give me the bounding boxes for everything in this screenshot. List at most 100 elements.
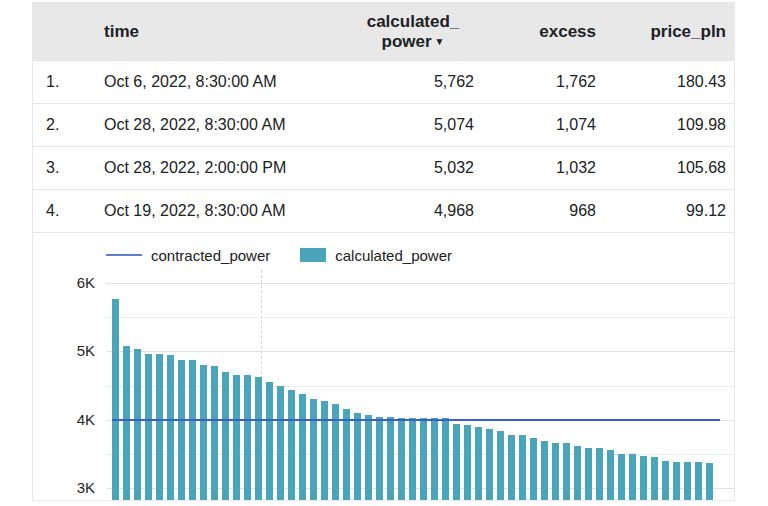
bar[interactable]	[651, 457, 658, 501]
bar[interactable]	[266, 382, 273, 501]
cell-excess: 1,032	[474, 159, 596, 177]
bar[interactable]	[486, 429, 493, 502]
bar[interactable]	[387, 417, 394, 501]
bar[interactable]	[123, 346, 130, 501]
bar[interactable]	[519, 435, 526, 501]
bar[interactable]	[585, 448, 592, 501]
bar[interactable]	[442, 418, 449, 501]
bar[interactable]	[475, 427, 482, 501]
bar[interactable]	[497, 431, 504, 502]
y-axis-tick-label: 6K	[33, 274, 95, 291]
chart-legend: contracted_power calculated_power	[106, 243, 452, 267]
cell-time: Oct 19, 2022, 8:30:00 AM	[75, 202, 352, 220]
bar-series-calculated-power	[112, 270, 720, 500]
legend-label: calculated_power	[335, 247, 452, 264]
y-axis-tick-label: 5K	[33, 342, 95, 359]
table-row: 1.Oct 6, 2022, 8:30:00 AM5,7621,762180.4…	[33, 61, 734, 104]
bar-chart-plot-area[interactable]: 6K 5K 4K 3K	[33, 270, 734, 501]
table-row: 3.Oct 28, 2022, 2:00:00 PM5,0321,032105.…	[33, 147, 734, 190]
bar[interactable]	[310, 399, 317, 501]
column-header-time[interactable]: time	[75, 22, 352, 42]
sort-desc-icon: ▼	[435, 36, 445, 47]
row-number: 2.	[33, 116, 75, 134]
row-number: 1.	[33, 73, 75, 91]
legend-item-contracted-power[interactable]: contracted_power	[106, 247, 270, 264]
bar[interactable]	[244, 375, 251, 501]
cell-time: Oct 28, 2022, 2:00:00 PM	[75, 159, 352, 177]
bar[interactable]	[277, 386, 284, 501]
bar[interactable]	[574, 446, 581, 501]
row-number: 3.	[33, 159, 75, 177]
legend-label: contracted_power	[151, 247, 270, 264]
bar[interactable]	[508, 435, 515, 502]
bar[interactable]	[563, 443, 570, 501]
report-card: time calculated_ power▼ excess price_pln…	[32, 2, 735, 501]
cell-calculated-power: 5,074	[352, 116, 474, 134]
cell-calculated-power: 4,968	[352, 202, 474, 220]
bar[interactable]	[255, 377, 262, 501]
bar[interactable]	[376, 417, 383, 501]
bar[interactable]	[464, 425, 471, 501]
bar[interactable]	[398, 418, 405, 501]
bar[interactable]	[673, 462, 680, 502]
cell-time: Oct 6, 2022, 8:30:00 AM	[75, 73, 352, 91]
bar[interactable]	[321, 401, 328, 502]
cell-excess: 1,074	[474, 116, 596, 134]
cell-price-pln: 109.98	[596, 116, 734, 134]
cell-time: Oct 28, 2022, 8:30:00 AM	[75, 116, 352, 134]
y-axis-tick-label: 3K	[33, 479, 95, 496]
bar[interactable]	[607, 450, 614, 501]
cell-calculated-power: 5,762	[352, 73, 474, 91]
bar[interactable]	[695, 462, 702, 501]
bar[interactable]	[596, 448, 603, 501]
bar[interactable]	[299, 394, 306, 501]
bar[interactable]	[145, 354, 152, 501]
legend-item-calculated-power[interactable]: calculated_power	[300, 247, 452, 264]
bar[interactable]	[178, 360, 185, 501]
bar[interactable]	[684, 462, 691, 501]
table-header-row: time calculated_ power▼ excess price_pln	[33, 2, 734, 61]
table-row: 4.Oct 19, 2022, 8:30:00 AM4,96896899.12	[33, 190, 734, 233]
cell-price-pln: 180.43	[596, 73, 734, 91]
bar[interactable]	[189, 360, 196, 501]
bar[interactable]	[409, 418, 416, 501]
bar[interactable]	[629, 454, 636, 501]
bar[interactable]	[167, 355, 174, 501]
bar[interactable]	[200, 365, 207, 501]
bar[interactable]	[706, 463, 713, 501]
bar[interactable]	[431, 418, 438, 501]
calc-header-line2: power	[382, 32, 432, 51]
bar[interactable]	[552, 443, 559, 501]
bar[interactable]	[134, 349, 141, 501]
bar[interactable]	[156, 354, 163, 501]
bar[interactable]	[365, 415, 372, 501]
bar[interactable]	[343, 409, 350, 501]
contracted-power-line[interactable]	[112, 419, 720, 421]
bar[interactable]	[420, 418, 427, 501]
table-body: 1.Oct 6, 2022, 8:30:00 AM5,7621,762180.4…	[33, 61, 734, 233]
bar[interactable]	[618, 454, 625, 501]
row-number: 4.	[33, 202, 75, 220]
bar[interactable]	[112, 299, 119, 501]
bar[interactable]	[530, 438, 537, 502]
bar[interactable]	[222, 372, 229, 501]
bar[interactable]	[453, 424, 460, 501]
cell-price-pln: 105.68	[596, 159, 734, 177]
bar[interactable]	[211, 366, 218, 501]
column-header-price-pln[interactable]: price_pln	[596, 22, 734, 42]
column-header-calculated-power[interactable]: calculated_ power▼	[352, 12, 474, 52]
bar[interactable]	[354, 413, 361, 501]
bar[interactable]	[640, 456, 647, 501]
column-header-excess[interactable]: excess	[474, 22, 596, 42]
bar[interactable]	[662, 461, 669, 501]
y-axis-tick-label: 4K	[33, 411, 95, 428]
cell-calculated-power: 5,032	[352, 159, 474, 177]
contracted-power-line-swatch	[106, 254, 142, 256]
bar[interactable]	[233, 375, 240, 501]
calc-header-line1: calculated_	[367, 12, 460, 31]
cell-price-pln: 99.12	[596, 202, 734, 220]
cell-excess: 968	[474, 202, 596, 220]
bar[interactable]	[288, 390, 295, 501]
calculated-power-bar-swatch	[300, 248, 326, 262]
bar[interactable]	[541, 441, 548, 501]
